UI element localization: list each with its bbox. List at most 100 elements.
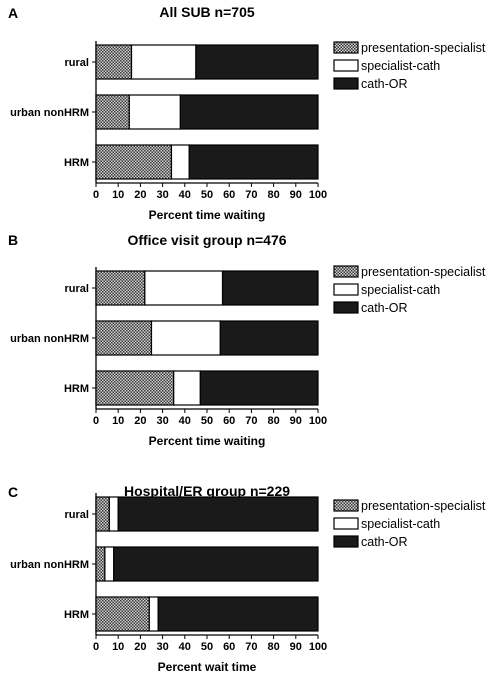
x-tick-label: 10 — [112, 415, 124, 427]
bar-segment-presentation-specialist — [95, 596, 150, 632]
x-axis-label: Percent time waiting — [149, 208, 266, 222]
x-tick-label: 80 — [267, 189, 279, 201]
x-axis-label: Percent time waiting — [149, 434, 266, 448]
x-tick-label: 90 — [290, 415, 302, 427]
bar-segment-cath-OR — [195, 44, 319, 80]
category-label: rural — [65, 57, 89, 69]
bar-segment-cath-OR — [221, 270, 319, 306]
bar-segment-presentation-specialist — [95, 320, 153, 356]
category-label: urban nonHRM — [10, 559, 89, 571]
x-tick-label: 40 — [179, 415, 191, 427]
category-label: rural — [65, 283, 89, 295]
bar-segment-cath-OR — [179, 94, 319, 130]
bar-segment-presentation-specialist — [95, 144, 173, 180]
bar-segment-presentation-specialist — [95, 370, 175, 406]
x-tick-label: 20 — [134, 415, 146, 427]
bar-segment-specialist-cath — [144, 270, 224, 306]
bar-segment-specialist-cath — [128, 94, 181, 130]
chart-title: All SUB n=705 — [159, 4, 255, 20]
x-tick-label: 40 — [179, 189, 191, 201]
category-label: rural — [65, 509, 89, 521]
x-tick-label: 50 — [201, 415, 213, 427]
x-tick-label: 30 — [156, 641, 168, 653]
x-tick-label: 0 — [93, 189, 99, 201]
legend-swatch-presentation-specialist — [333, 41, 359, 54]
x-tick-label: 20 — [134, 641, 146, 653]
legend-swatch-specialist-cath — [333, 59, 359, 72]
panel-letter: C — [8, 484, 18, 500]
x-tick-label: 30 — [156, 189, 168, 201]
bar-segment-specialist-cath — [148, 596, 159, 632]
x-tick-label: 100 — [309, 415, 327, 427]
legend-swatch-specialist-cath — [333, 517, 359, 530]
x-tick-label: 70 — [245, 415, 257, 427]
bar-segment-cath-OR — [117, 496, 319, 532]
legend-swatch-presentation-specialist — [333, 499, 359, 512]
bar-segment-specialist-cath — [104, 546, 115, 582]
x-tick-label: 50 — [201, 641, 213, 653]
bar-segment-specialist-cath — [170, 144, 190, 180]
x-tick-label: 50 — [201, 189, 213, 201]
x-tick-label: 70 — [245, 189, 257, 201]
legend-swatch-cath-OR — [333, 77, 359, 90]
x-tick-label: 70 — [245, 641, 257, 653]
bar-segment-presentation-specialist — [95, 270, 146, 306]
legend-swatch-cath-OR — [333, 535, 359, 548]
bar-segment-cath-OR — [188, 144, 319, 180]
x-tick-label: 80 — [267, 415, 279, 427]
bar-segment-cath-OR — [199, 370, 319, 406]
legend-label: specialist-cath — [361, 59, 440, 73]
chart-title: Hospital/ER group n=229 — [124, 483, 290, 499]
bar-segment-cath-OR — [219, 320, 319, 356]
x-tick-label: 60 — [223, 189, 235, 201]
x-tick-label: 90 — [290, 189, 302, 201]
x-tick-label: 40 — [179, 641, 191, 653]
x-tick-label: 100 — [309, 641, 327, 653]
x-tick-label: 20 — [134, 189, 146, 201]
legend-label: cath-OR — [361, 77, 408, 91]
x-tick-label: 0 — [93, 641, 99, 653]
x-tick-label: 10 — [112, 641, 124, 653]
legend-label: presentation-specialist — [361, 41, 486, 55]
x-tick-label: 0 — [93, 415, 99, 427]
chart-title: Office visit group n=476 — [127, 232, 286, 248]
bar-segment-specialist-cath — [108, 496, 119, 532]
category-label: HRM — [64, 609, 89, 621]
bar-segment-presentation-specialist — [95, 44, 133, 80]
x-tick-label: 10 — [112, 189, 124, 201]
x-tick-label: 100 — [309, 189, 327, 201]
bar-segment-specialist-cath — [130, 44, 197, 80]
bar-segment-cath-OR — [113, 546, 319, 582]
chart-panel-b: B Office visit group n=476 0 10 20 30 40 50 60 70… — [8, 232, 486, 448]
panel-letter: B — [8, 232, 18, 248]
legend-label: specialist-cath — [361, 517, 440, 531]
legend-label: presentation-specialist — [361, 265, 486, 279]
category-label: urban nonHRM — [10, 107, 89, 119]
bar-segment-presentation-specialist — [95, 546, 106, 582]
legend-label: cath-OR — [361, 301, 408, 315]
legend-label: cath-OR — [361, 535, 408, 549]
x-tick-label: 90 — [290, 641, 302, 653]
x-tick-label: 30 — [156, 415, 168, 427]
x-tick-label: 60 — [223, 641, 235, 653]
legend-swatch-cath-OR — [333, 301, 359, 314]
x-axis-label: Percent wait time — [158, 660, 257, 674]
legend-label: specialist-cath — [361, 283, 440, 297]
chart-panel-a: A All SUB n=705 0 10 20 30 40 50 60 70 80 90 100 Perc… — [8, 4, 486, 222]
category-label: HRM — [64, 157, 89, 169]
legend-swatch-specialist-cath — [333, 283, 359, 296]
category-label: urban nonHRM — [10, 333, 89, 345]
legend-label: presentation-specialist — [361, 499, 486, 513]
panel-letter: A — [8, 5, 18, 21]
chart-panel-c: C Hospital/ER group n=229 0 10 20 30 40 50 60 70 8… — [8, 483, 486, 674]
bar-segment-specialist-cath — [173, 370, 201, 406]
legend-swatch-presentation-specialist — [333, 265, 359, 278]
category-label: HRM — [64, 383, 89, 395]
bar-segment-cath-OR — [157, 596, 319, 632]
bar-segment-specialist-cath — [150, 320, 221, 356]
x-tick-label: 60 — [223, 415, 235, 427]
x-tick-label: 80 — [267, 641, 279, 653]
bar-segment-presentation-specialist — [95, 496, 110, 532]
bar-segment-presentation-specialist — [95, 94, 130, 130]
